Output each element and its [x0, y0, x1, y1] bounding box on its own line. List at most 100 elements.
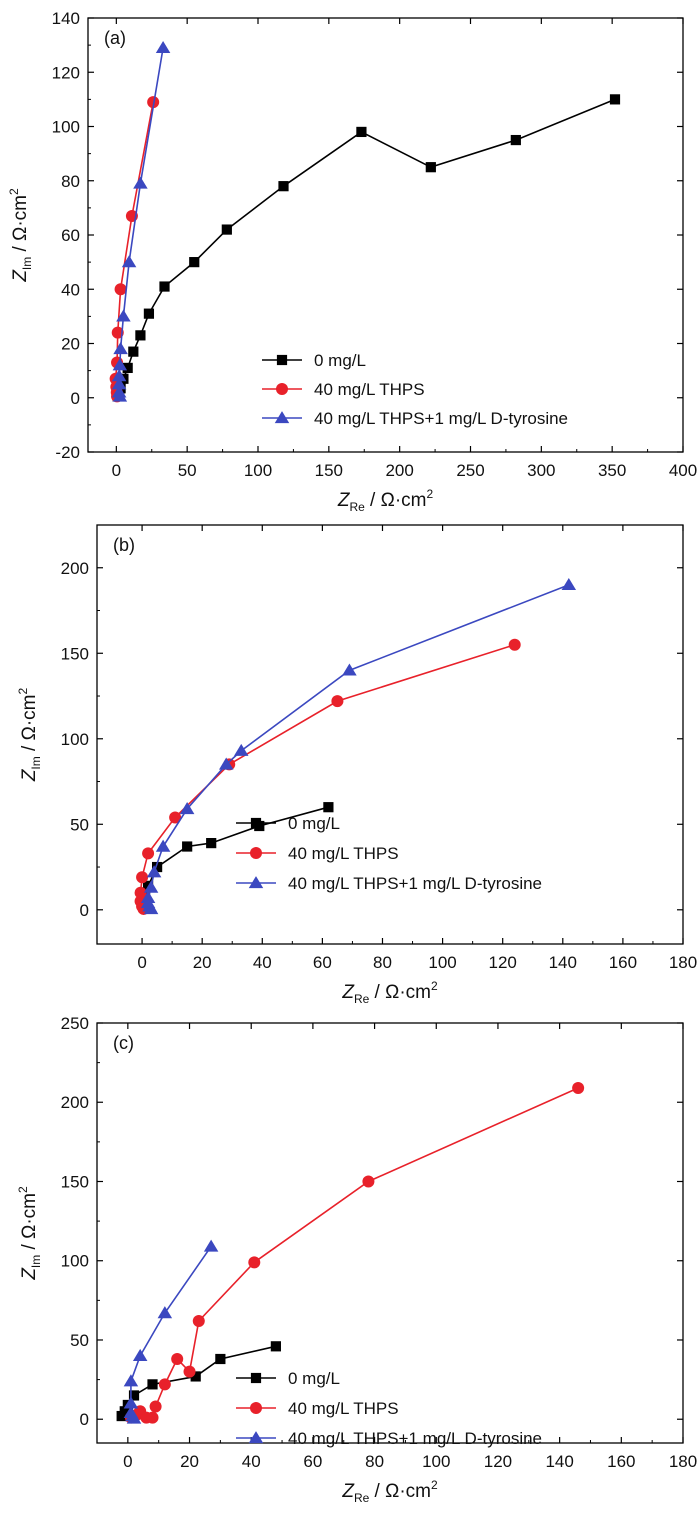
- y-axis-title: ZIm / Ω·cm2: [16, 688, 43, 783]
- data-point-square: [128, 1390, 140, 1401]
- x-tick-label: 80: [365, 1452, 384, 1471]
- data-point-square: [182, 841, 193, 852]
- y-tick-label: 80: [61, 172, 80, 191]
- data-point-square: [122, 362, 133, 374]
- x-tick-label: 350: [598, 461, 626, 480]
- data-point-square: [190, 1371, 201, 1382]
- y-tick-label: 20: [61, 335, 80, 354]
- legend-marker-square: [250, 817, 262, 829]
- data-point-square: [128, 346, 139, 357]
- data-point-square: [147, 1379, 158, 1390]
- legend-label: 40 mg/L THPS: [288, 1399, 399, 1418]
- data-point-triangle: [111, 369, 127, 382]
- data-point-square: [510, 134, 521, 146]
- x-tick-label: 0: [123, 1452, 132, 1471]
- data-point-circle: [149, 1400, 162, 1413]
- data-point-square: [278, 181, 289, 192]
- data-point-circle: [142, 847, 155, 860]
- data-point-triangle: [218, 757, 234, 770]
- legend-marker-square: [250, 1372, 262, 1384]
- legend: 0 mg/L 40 mg/L THPS 40 mg/L THPS+1 mg/L D-…: [236, 814, 542, 893]
- panel-label: (a): [104, 28, 126, 48]
- x-tick-label: 40: [242, 1452, 261, 1471]
- data-point-circle: [146, 1411, 159, 1424]
- x-tick-label: 120: [484, 1452, 512, 1471]
- series-triangle: [123, 1239, 219, 1424]
- x-tick-label: 160: [609, 953, 637, 972]
- x-tick-label: 100: [244, 461, 272, 480]
- x-tick-label: 0: [112, 461, 121, 480]
- data-point-square: [189, 257, 200, 268]
- data-point-triangle: [132, 1348, 148, 1362]
- data-point-square: [143, 308, 155, 319]
- y-axis-title: ZIm / Ω·cm2: [16, 1186, 43, 1281]
- data-point-circle: [134, 886, 147, 899]
- legend-marker-square: [276, 354, 288, 366]
- data-point-square: [425, 162, 436, 173]
- y-tick-label: 100: [61, 1252, 89, 1271]
- data-point-square: [270, 1341, 281, 1352]
- data-point-circle: [362, 1175, 375, 1188]
- chart-panel-a: 0 50 100 150 200 250 300 350 400 -20 0 20 40 60 80 100 1…: [7, 9, 697, 514]
- data-point-square: [609, 94, 621, 105]
- legend-label: 40 mg/L THPS: [288, 844, 399, 863]
- x-tick-label: 180: [669, 1452, 697, 1471]
- data-point-triangle: [133, 176, 148, 189]
- series-square: [112, 94, 621, 402]
- x-tick-label: 250: [456, 461, 484, 480]
- data-point-circle: [158, 1378, 171, 1391]
- data-point-circle: [169, 811, 182, 824]
- x-tick-label: 50: [178, 461, 197, 480]
- x-tick-label: 200: [385, 461, 413, 480]
- y-tick-label: 200: [61, 1093, 89, 1112]
- chart-panel-b: 0 20 40 60 80 100 120 140 160 180 0 50 100 150 200 (b) Z…: [16, 524, 697, 1006]
- legend-label: 40 mg/L THPS+1 mg/L D-tyrosine: [314, 409, 568, 428]
- x-tick-label: 160: [607, 1452, 635, 1471]
- data-point-triangle: [179, 801, 195, 815]
- legend-marker-circle: [250, 847, 262, 859]
- legend-label: 40 mg/L THPS: [314, 380, 425, 399]
- x-tick-label: 0: [137, 953, 146, 972]
- y-tick-label: -20: [55, 443, 80, 462]
- data-point-square: [135, 330, 146, 341]
- x-tick-label: 140: [549, 953, 577, 972]
- x-axis-title: ZRe / Ω·cm2: [337, 487, 434, 514]
- data-point-triangle: [146, 865, 162, 878]
- legend: 0 mg/L 40 mg/L THPS 40 mg/L THPS+1 mg/L D-…: [236, 1369, 542, 1448]
- y-tick-label: 50: [70, 1331, 89, 1350]
- data-point-circle: [136, 871, 149, 884]
- y-tick-label: 60: [61, 226, 80, 245]
- y-tick-label: 50: [70, 815, 89, 834]
- y-tick-label: 140: [52, 9, 80, 28]
- plot-frame: [96, 524, 684, 945]
- legend-marker-circle: [276, 383, 288, 395]
- y-tick-label: 0: [80, 1410, 89, 1429]
- x-axis-title: ZRe / Ω·cm2: [341, 1478, 438, 1505]
- data-point-triangle: [561, 577, 577, 591]
- y-tick-label: 100: [61, 730, 89, 749]
- data-point-circle: [331, 695, 344, 708]
- data-point-triangle: [113, 342, 128, 355]
- x-tick-label: 60: [303, 1452, 322, 1471]
- series-triangle: [140, 577, 577, 915]
- x-tick-label: 300: [527, 461, 555, 480]
- data-point-circle: [248, 1256, 261, 1269]
- panel-label: (c): [113, 1033, 134, 1053]
- data-point-triangle: [155, 40, 171, 54]
- data-point-triangle: [234, 743, 249, 756]
- data-point-triangle: [123, 1405, 139, 1419]
- series-line: [130, 1246, 212, 1419]
- x-tick-label: 100: [428, 953, 456, 972]
- series-line: [116, 98, 616, 397]
- series-triangle: [111, 40, 171, 402]
- legend: 0 mg/L 40 mg/L THPS 40 mg/L THPS+1 mg/L D-…: [262, 351, 568, 428]
- series-line: [139, 643, 515, 910]
- x-tick-label: 60: [313, 953, 332, 972]
- data-point-circle: [508, 638, 521, 651]
- legend-label: 40 mg/L THPS+1 mg/L D-tyrosine: [288, 1429, 542, 1448]
- data-point-triangle: [123, 1396, 139, 1409]
- data-point-square: [323, 802, 334, 813]
- panel-label: (b): [113, 535, 135, 555]
- data-point-triangle: [112, 358, 128, 371]
- data-point-triangle: [140, 890, 156, 903]
